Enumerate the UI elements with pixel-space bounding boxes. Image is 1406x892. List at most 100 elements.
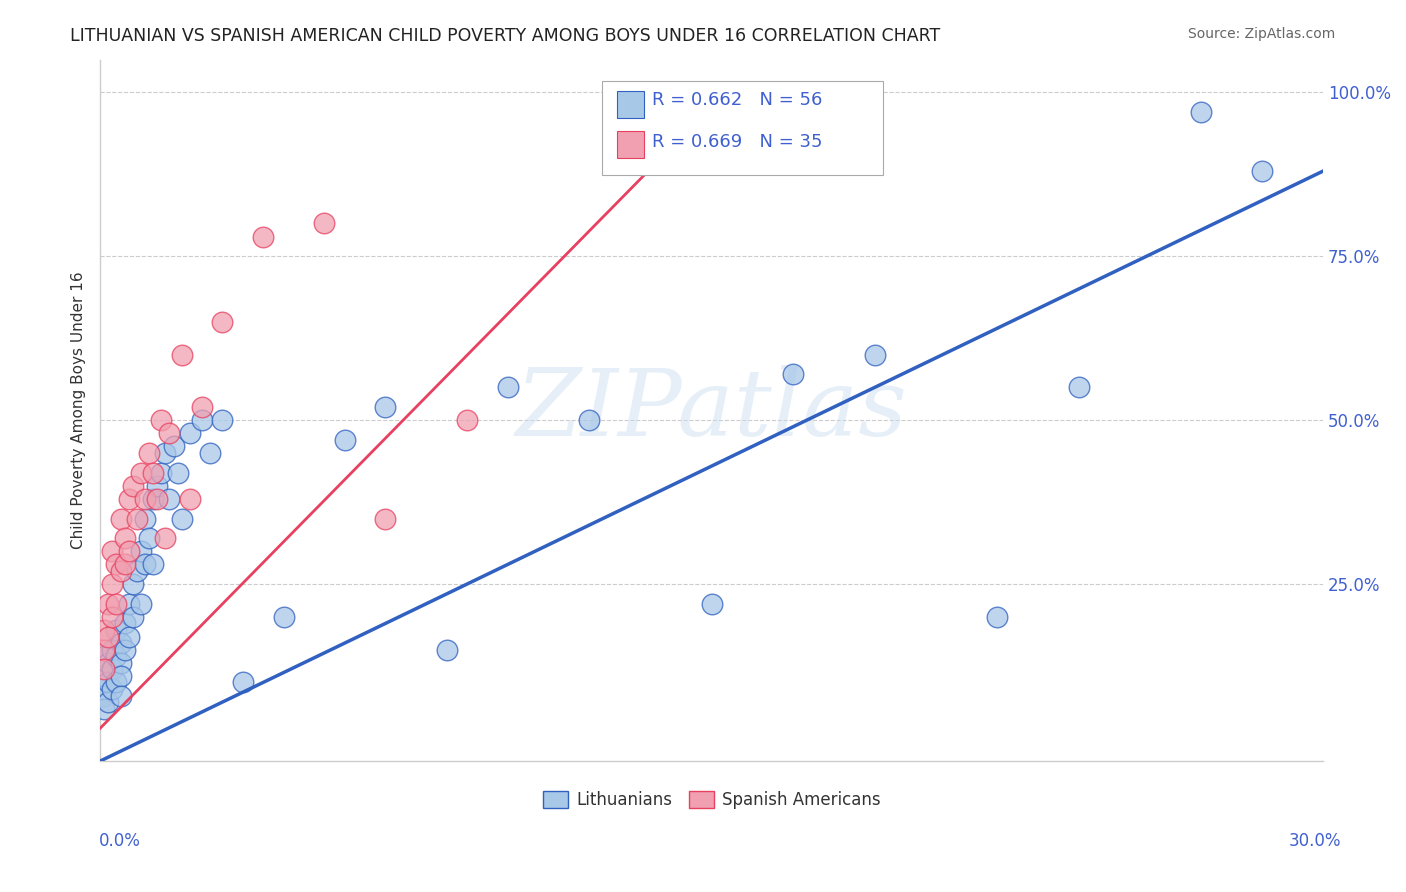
Point (97, 675, 120, 690)
Point (114, 642, 136, 657)
Point (114, 531, 136, 545)
Point (138, 446, 160, 460)
Text: 30.0%: 30.0% (1288, 831, 1341, 849)
Point (1067, 380, 1090, 394)
Point (129, 597, 152, 611)
Point (105, 597, 128, 611)
Point (863, 348, 886, 362)
Point (93, 623, 115, 637)
Point (374, 400, 396, 414)
Point (179, 491, 201, 506)
Point (121, 479, 143, 493)
Point (114, 558, 136, 572)
Point (129, 466, 152, 480)
Point (118, 630, 141, 644)
Point (110, 636, 132, 650)
Point (146, 491, 169, 506)
Point (101, 642, 124, 657)
Point (578, 413, 600, 427)
Point (333, 433, 356, 447)
Point (159, 491, 181, 506)
Point (93, 642, 115, 657)
Point (138, 531, 160, 545)
Point (496, 380, 519, 394)
Point (150, 466, 173, 480)
Point (93, 669, 115, 683)
Point (121, 610, 143, 624)
Point (159, 426, 181, 441)
Point (125, 511, 148, 525)
Point (110, 511, 132, 525)
Point (436, 642, 458, 657)
Text: 0.0%: 0.0% (98, 831, 141, 849)
Point (179, 426, 201, 441)
Point (97, 630, 120, 644)
Point (155, 446, 177, 460)
Point (105, 623, 128, 637)
Point (105, 558, 128, 572)
FancyBboxPatch shape (617, 131, 644, 158)
Point (110, 669, 132, 683)
Point (170, 348, 193, 362)
Point (211, 413, 233, 427)
Point (211, 315, 233, 329)
FancyBboxPatch shape (602, 80, 883, 176)
Point (93, 662, 115, 676)
Point (101, 577, 124, 591)
Text: R = 0.669   N = 35: R = 0.669 N = 35 (652, 133, 823, 151)
Point (155, 531, 177, 545)
Point (118, 597, 141, 611)
Point (93, 689, 115, 703)
Point (121, 577, 143, 591)
Point (134, 491, 156, 506)
Point (314, 217, 336, 231)
Point (700, 597, 723, 611)
Point (101, 681, 124, 696)
Point (97, 656, 120, 670)
Point (134, 511, 156, 525)
Point (97, 597, 120, 611)
Point (252, 229, 274, 244)
Point (1189, 105, 1212, 120)
Point (456, 413, 478, 427)
Text: ZIPatlas: ZIPatlas (516, 366, 907, 455)
Point (191, 413, 214, 427)
Point (146, 479, 169, 493)
Text: Source: ZipAtlas.com: Source: ZipAtlas.com (1188, 27, 1336, 41)
Point (110, 656, 132, 670)
Point (166, 466, 188, 480)
FancyBboxPatch shape (617, 91, 644, 118)
Point (162, 439, 184, 453)
Point (110, 564, 132, 578)
Point (273, 610, 295, 624)
Point (142, 491, 165, 506)
Point (134, 558, 156, 572)
Point (782, 368, 804, 382)
Point (93, 701, 115, 715)
Point (93, 649, 115, 664)
Point (118, 544, 141, 558)
Point (374, 511, 396, 525)
Point (200, 446, 222, 460)
Point (101, 610, 124, 624)
Point (129, 544, 152, 558)
Point (1251, 164, 1274, 178)
Point (110, 689, 132, 703)
Y-axis label: Child Poverty Among Boys Under 16: Child Poverty Among Boys Under 16 (72, 271, 86, 549)
Point (105, 649, 128, 664)
Text: R = 0.662   N = 56: R = 0.662 N = 56 (652, 91, 823, 109)
Text: LITHUANIAN VS SPANISH AMERICAN CHILD POVERTY AMONG BOYS UNDER 16 CORRELATION CHA: LITHUANIAN VS SPANISH AMERICAN CHILD POV… (70, 27, 941, 45)
Point (101, 544, 124, 558)
Point (105, 675, 128, 690)
Point (101, 662, 124, 676)
Legend: Lithuanians, Spanish Americans: Lithuanians, Spanish Americans (536, 784, 887, 816)
Point (150, 413, 173, 427)
Point (191, 400, 214, 414)
Point (114, 616, 136, 631)
Point (125, 564, 148, 578)
Point (232, 675, 254, 690)
Point (170, 511, 193, 525)
Point (97, 695, 120, 709)
Point (142, 466, 165, 480)
Point (619, 98, 641, 112)
